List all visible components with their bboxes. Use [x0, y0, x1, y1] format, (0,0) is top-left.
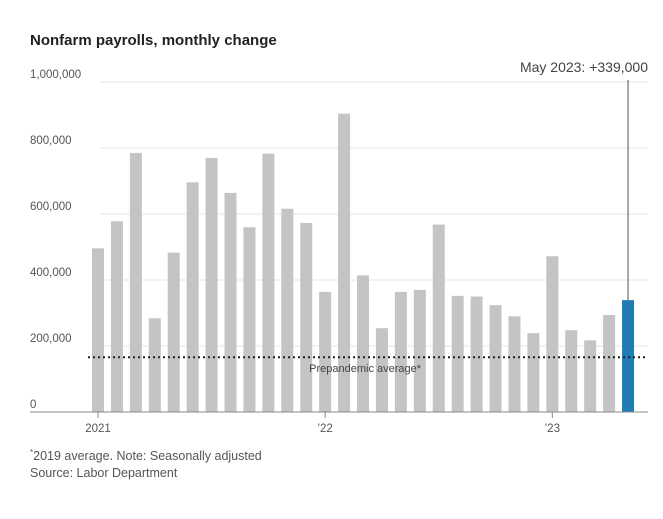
- y-tick-label: 800,000: [30, 135, 72, 147]
- reference-line-group: Prepandemic average*: [88, 356, 648, 375]
- bar: [546, 256, 559, 412]
- y-tick-label: 1,000,000: [30, 69, 81, 81]
- reference-line-label: Prepandemic average*: [309, 363, 422, 375]
- bar: [148, 318, 161, 412]
- bar: [394, 291, 407, 412]
- bar: [281, 208, 294, 412]
- bar: [375, 328, 388, 412]
- annotation-group: May 2023: +339,000: [520, 59, 648, 301]
- bar: [432, 224, 445, 412]
- bars: [92, 113, 635, 413]
- bar: [338, 113, 351, 413]
- bar: [319, 291, 332, 412]
- bar: [186, 182, 199, 412]
- chart-title: Nonfarm payrolls, monthly change: [30, 32, 277, 49]
- bar: [489, 305, 502, 412]
- bar: [224, 192, 237, 412]
- y-tick-label: 0: [30, 399, 36, 411]
- bar: [300, 222, 313, 412]
- gridlines: [100, 81, 648, 347]
- bar: [262, 153, 275, 413]
- y-tick-label: 600,000: [30, 201, 72, 213]
- source-note: Source: Labor Department: [30, 466, 178, 480]
- bar: [243, 227, 256, 412]
- x-tick-label: 2021: [85, 423, 111, 435]
- bar: [603, 314, 616, 412]
- bar: [110, 221, 123, 412]
- axes: 0 200,000 400,000 600,000 800,000 1,000,000 20…: [30, 69, 648, 435]
- x-tick-label: ’22: [317, 423, 332, 435]
- y-tick-label: 400,000: [30, 267, 72, 279]
- bar: [413, 289, 426, 412]
- bar: [470, 296, 483, 412]
- bar: [167, 252, 180, 412]
- bar: [527, 333, 540, 412]
- bar: [205, 157, 218, 412]
- bar: [357, 275, 370, 412]
- y-tick-label: 200,000: [30, 333, 72, 345]
- bar-highlight: [622, 300, 635, 412]
- bar: [565, 330, 578, 412]
- bar: [129, 152, 142, 412]
- bar: [508, 316, 521, 412]
- footnote-mark: *: [30, 448, 34, 457]
- footnote: *2019 average. Note: Seasonally adjusted: [30, 448, 262, 463]
- footnote-text: 2019 average. Note: Seasonally adjusted: [33, 449, 262, 463]
- bar: [92, 248, 104, 412]
- x-tick-label: ’23: [545, 423, 560, 435]
- bar: [451, 295, 464, 412]
- annotation-label: May 2023: +339,000: [520, 59, 648, 75]
- bar: [584, 340, 597, 412]
